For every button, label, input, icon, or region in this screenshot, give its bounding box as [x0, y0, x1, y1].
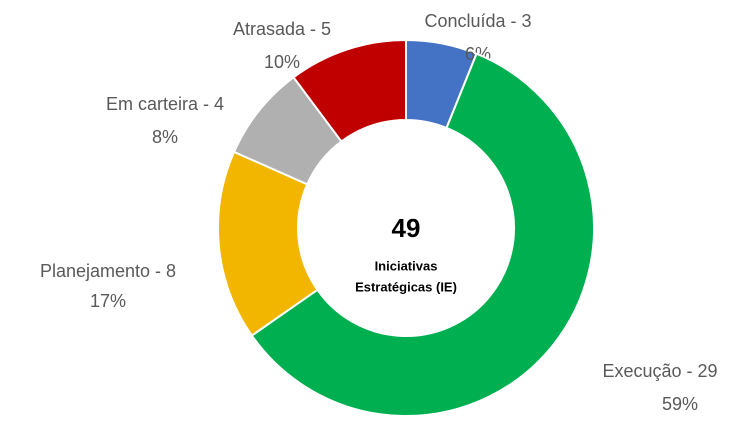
donut-slice	[292, 38, 407, 143]
slice-percent: 10%	[264, 52, 300, 72]
slice-label: Em carteira - 4	[106, 94, 224, 114]
slice-label: Planejamento - 8	[40, 261, 176, 281]
slice-label: Concluída - 3	[424, 11, 531, 31]
slice-label: Execução - 29	[602, 361, 717, 381]
slice-percent: 17%	[90, 291, 126, 311]
donut-slice	[250, 52, 595, 417]
center-label: Estratégicas (IE)	[355, 279, 457, 294]
center-label: Iniciativas	[375, 258, 438, 273]
slice-percent: 59%	[662, 394, 698, 414]
center-value: 49	[392, 213, 421, 243]
slice-label: Atrasada - 5	[233, 19, 331, 39]
slice-percent: 8%	[152, 127, 178, 147]
